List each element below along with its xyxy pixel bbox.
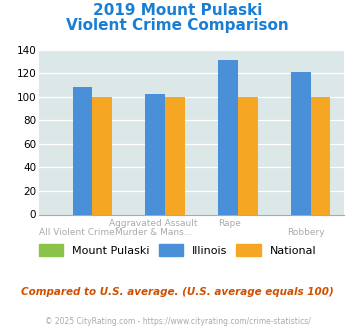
Text: Compared to U.S. average. (U.S. average equals 100): Compared to U.S. average. (U.S. average …: [21, 287, 334, 297]
Text: Violent Crime Comparison: Violent Crime Comparison: [66, 18, 289, 33]
Bar: [291, 72, 311, 215]
Text: Aggravated Assault: Aggravated Assault: [109, 219, 198, 228]
Bar: [146, 94, 165, 214]
Bar: [92, 97, 112, 214]
Text: 2019 Mount Pulaski: 2019 Mount Pulaski: [93, 3, 262, 18]
Legend: Mount Pulaski, Illinois, National: Mount Pulaski, Illinois, National: [34, 240, 321, 260]
Bar: [165, 97, 185, 214]
Text: Robbery: Robbery: [288, 228, 325, 237]
Text: All Violent Crime: All Violent Crime: [39, 228, 115, 237]
Text: Murder & Mans...: Murder & Mans...: [115, 228, 192, 237]
Bar: [72, 87, 92, 214]
Text: Rape: Rape: [218, 219, 241, 228]
Text: © 2025 CityRating.com - https://www.cityrating.com/crime-statistics/: © 2025 CityRating.com - https://www.city…: [45, 317, 310, 326]
Bar: [218, 60, 238, 214]
Bar: [311, 97, 331, 214]
Bar: [238, 97, 258, 214]
